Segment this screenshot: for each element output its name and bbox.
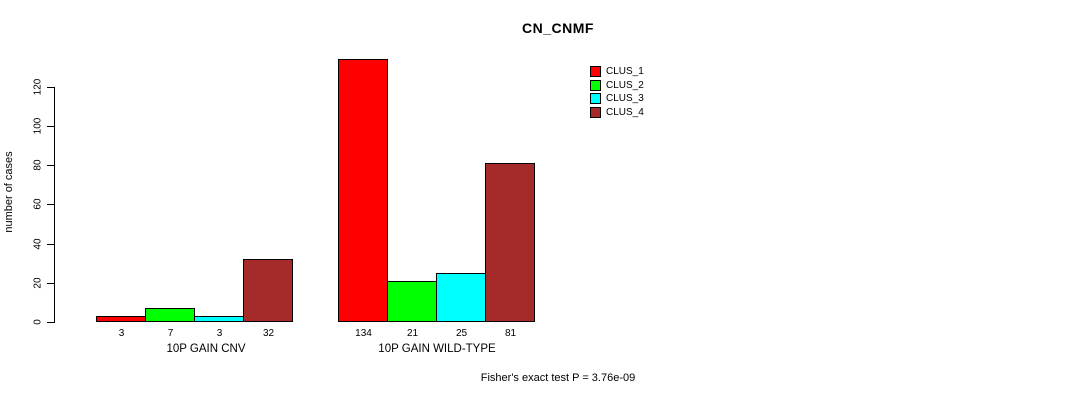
y-axis-tick — [47, 204, 54, 205]
bar — [387, 281, 437, 322]
bar-value-label: 3 — [118, 328, 125, 339]
bar-value-label: 7 — [167, 328, 174, 339]
legend-swatch — [590, 106, 601, 118]
bar-value-label: 21 — [406, 328, 419, 339]
category-label: 10P GAIN CNV — [166, 343, 246, 355]
legend-label: CLUS_1 — [606, 66, 644, 77]
bar — [243, 259, 293, 322]
legend-label: CLUS_2 — [606, 79, 644, 91]
bar — [96, 316, 146, 322]
legend-item: CLUS_1 — [590, 66, 644, 77]
bar — [145, 308, 195, 322]
legend-item: CLUS_3 — [590, 93, 644, 104]
bar-value-label: 134 — [355, 328, 372, 339]
y-axis-tick-label: 40 — [32, 238, 44, 250]
bar — [194, 316, 244, 322]
bar-value-label: 32 — [262, 328, 275, 339]
legend-item: CLUS_2 — [590, 79, 644, 91]
y-axis-tick — [47, 322, 54, 323]
category-label: 10P GAIN WILD-TYPE — [378, 343, 496, 355]
y-axis-tick — [47, 244, 54, 245]
y-axis-title: number of cases — [3, 151, 15, 233]
chart-title: CN_CNMF — [522, 20, 594, 36]
bar-value-label: 25 — [455, 328, 468, 339]
legend-swatch — [590, 79, 601, 91]
legend-label: CLUS_4 — [606, 106, 644, 118]
bar-value-label: 3 — [216, 328, 223, 339]
fisher-test-annotation: Fisher's exact test P = 3.76e-09 — [480, 372, 636, 384]
legend-swatch — [590, 66, 601, 77]
y-axis-tick-label: 80 — [32, 159, 44, 171]
y-axis-tick-label: 120 — [32, 78, 44, 96]
y-axis-tick — [47, 165, 54, 166]
y-axis-tick-label: 20 — [32, 277, 44, 289]
bar — [485, 163, 535, 322]
legend-swatch — [590, 93, 601, 104]
bar — [338, 59, 388, 322]
legend-label: CLUS_3 — [606, 93, 644, 104]
y-axis-tick-label: 0 — [32, 319, 44, 325]
legend-item: CLUS_4 — [590, 106, 644, 118]
bar-value-label: 81 — [504, 328, 517, 339]
legend: CLUS_1 CLUS_2 CLUS_3 CLUS_4 — [590, 66, 644, 120]
y-axis-tick — [47, 126, 54, 127]
y-axis-tick-label: 100 — [32, 117, 44, 135]
bar — [436, 273, 486, 322]
y-axis-tick — [47, 87, 54, 88]
y-axis-tick-label: 60 — [32, 198, 44, 210]
y-axis-line — [54, 87, 55, 323]
y-axis-tick — [47, 283, 54, 284]
